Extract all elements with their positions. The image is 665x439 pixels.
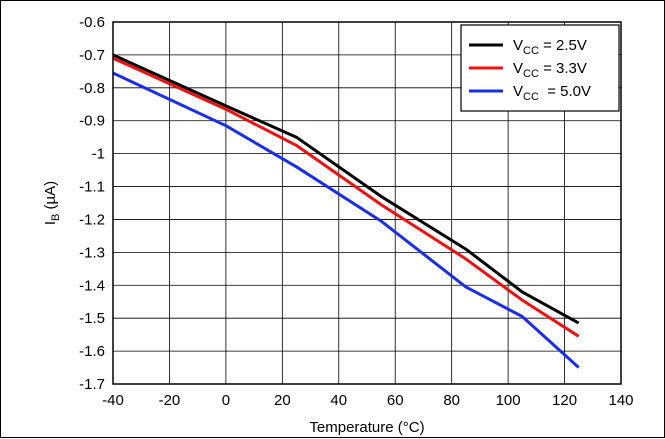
x-tick-label: 20 (274, 392, 291, 409)
legend-label-suffix: = 2.5V (539, 37, 587, 54)
x-tick-label: 0 (222, 392, 230, 409)
y-tick-label: -1.7 (79, 376, 105, 393)
y-tick-label: -1.4 (79, 277, 105, 294)
y-tick-label: -1.3 (79, 244, 105, 261)
series-line-3 (112, 71, 580, 369)
y-tick-label: -0.9 (79, 113, 105, 130)
legend-label-subscript: CC (523, 91, 539, 103)
x-tick-label: -20 (159, 392, 181, 409)
legend-label-subscript: CC (523, 68, 539, 80)
series-group (112, 53, 580, 369)
legend-label-suffix: = 3.3V (539, 60, 587, 77)
x-tick-label: 140 (608, 392, 633, 409)
x-tick-label: 120 (552, 392, 577, 409)
series-line-1 (112, 53, 580, 325)
legend-label-2: VCC = 3.3V (513, 60, 587, 80)
y-tick-label: -1.5 (79, 310, 105, 327)
y-tick-label: -0.8 (79, 80, 105, 97)
y-axis-label: IB (µA) (42, 181, 62, 225)
x-tick-label: 100 (496, 392, 521, 409)
legend-label-subscript: CC (523, 45, 539, 57)
x-tick-label: 80 (443, 392, 460, 409)
legend-label-3: VCC = 5.0V (513, 83, 591, 103)
y-tick-label: -0.6 (79, 14, 105, 31)
y-tick-label: -1.2 (79, 211, 105, 228)
y-axis-label-subscript: B (50, 214, 62, 221)
legend-label-suffix: = 5.0V (539, 83, 591, 100)
x-tick-label: 60 (387, 392, 404, 409)
legend-label-1: VCC = 2.5V (513, 37, 587, 57)
x-tick-label: 40 (330, 392, 347, 409)
y-tick-labels: -0.6 -0.7 -0.8 -0.9 -1 -1.1 -1.2 -1.3 -1.4 -1.5 -1… (79, 14, 105, 393)
y-tick-label: -1.1 (79, 179, 105, 196)
plot-area-border (112, 21, 622, 385)
y-tick-label: -1.6 (79, 343, 105, 360)
y-axis-label-main: I (42, 221, 59, 225)
y-tick-label: -0.7 (79, 47, 105, 64)
x-axis-label: Temperature (°C) (309, 419, 424, 436)
y-axis-label-unit: (µA) (42, 181, 59, 214)
series-line-2 (112, 56, 580, 338)
x-tick-labels: -40 -20 0 20 40 60 80 100 120 140 (102, 392, 633, 409)
legend-label-prefix: V (513, 60, 523, 77)
y-tick-label: -1 (92, 146, 105, 163)
x-tick-label: -40 (102, 392, 124, 409)
legend-label-prefix: V (513, 37, 523, 54)
legend-label-prefix: V (513, 83, 523, 100)
